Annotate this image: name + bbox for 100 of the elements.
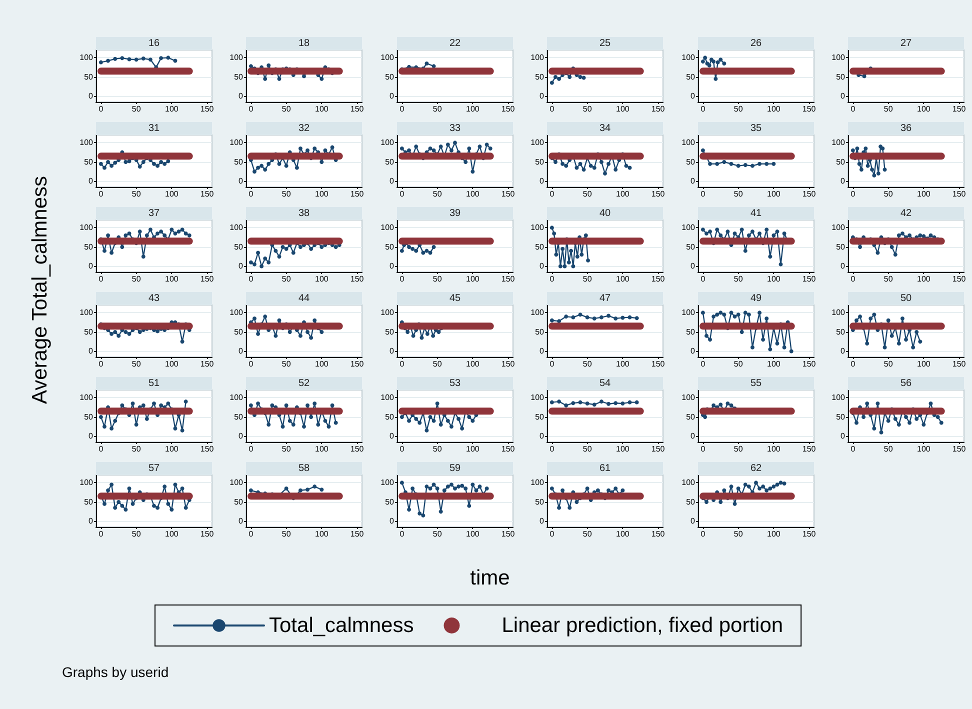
y-tick-label: 0 <box>540 176 545 186</box>
point <box>425 332 430 336</box>
point <box>714 312 719 317</box>
point <box>406 418 411 423</box>
point <box>774 230 779 234</box>
x-tick-label: 150 <box>350 190 365 198</box>
y-tick-label: 0 <box>840 432 846 441</box>
point <box>742 163 747 168</box>
point <box>768 347 772 352</box>
point <box>736 164 740 168</box>
point <box>411 334 416 338</box>
x-tick-label: 100 <box>165 274 179 284</box>
point <box>159 403 164 408</box>
x-tick-label: 0 <box>98 104 104 114</box>
point <box>554 74 558 79</box>
x-tick-label: 50 <box>733 360 743 368</box>
point <box>606 314 611 318</box>
point <box>746 484 751 489</box>
x-tick-label: 100 <box>766 530 780 538</box>
point <box>463 160 468 164</box>
point <box>110 482 114 487</box>
point <box>324 418 328 423</box>
x-tick-label: 150 <box>501 104 516 114</box>
point <box>260 164 264 168</box>
point <box>764 316 768 320</box>
chart-title: 59 <box>449 463 461 474</box>
point <box>886 418 890 423</box>
point <box>864 146 868 150</box>
point <box>127 332 132 336</box>
y-tick-label: 50 <box>535 412 545 422</box>
point <box>728 162 733 166</box>
point <box>470 418 474 423</box>
point <box>446 484 450 489</box>
y-tick-label: 0 <box>389 346 394 356</box>
point <box>893 252 898 257</box>
point <box>102 424 106 429</box>
point <box>466 146 471 150</box>
point <box>879 430 884 434</box>
point <box>173 426 178 431</box>
point <box>120 244 124 249</box>
y-tick-label: 100 <box>681 478 696 488</box>
point <box>249 260 254 264</box>
x-tick-label: 150 <box>350 274 365 284</box>
point <box>562 264 567 268</box>
x-tick-label: 50 <box>432 530 442 538</box>
point <box>428 250 432 255</box>
legend-label: Total_calmness <box>269 614 414 637</box>
point <box>436 330 441 334</box>
point <box>252 316 257 320</box>
point <box>911 345 916 350</box>
point <box>603 172 608 176</box>
y-tick-label: 0 <box>88 176 94 186</box>
point <box>732 314 736 319</box>
y-tick-label: 50 <box>686 72 696 82</box>
point <box>263 76 268 81</box>
point <box>771 162 776 166</box>
point <box>173 58 178 63</box>
y-tick-label: 50 <box>84 497 94 506</box>
point <box>580 252 584 257</box>
point <box>550 486 554 490</box>
x-tick-label: 100 <box>917 274 931 284</box>
point <box>774 342 779 346</box>
point <box>406 148 411 152</box>
point <box>141 56 146 60</box>
x-tick-label: 50 <box>432 360 442 368</box>
point <box>334 244 338 249</box>
chart-title: 36 <box>900 123 912 134</box>
point <box>400 248 404 253</box>
y-tick-label: 100 <box>80 478 94 488</box>
point <box>156 164 160 168</box>
x-tick-label: 150 <box>952 274 966 284</box>
y-tick-label: 0 <box>690 176 696 186</box>
x-tick-label: 0 <box>850 444 856 454</box>
x-tick-label: 100 <box>165 104 179 114</box>
point <box>904 414 908 419</box>
chart-title: 47 <box>600 293 612 304</box>
point <box>162 162 167 166</box>
point <box>774 482 779 487</box>
y-tick-label: 100 <box>530 308 545 318</box>
x-tick-label: 50 <box>583 104 592 114</box>
point <box>854 420 858 425</box>
point <box>298 244 303 249</box>
point <box>728 403 733 408</box>
y-tick-label: 100 <box>380 138 394 148</box>
x-tick-label: 100 <box>766 360 780 368</box>
point <box>560 246 565 251</box>
point <box>578 312 582 317</box>
point <box>166 401 170 406</box>
point <box>722 61 726 66</box>
x-tick-label: 150 <box>652 274 666 284</box>
point <box>302 424 306 429</box>
x-tick-label: 100 <box>165 190 179 198</box>
y-tick-label: 0 <box>88 516 94 526</box>
point <box>768 486 772 490</box>
y-tick-label: 100 <box>230 393 244 402</box>
point <box>173 482 178 487</box>
chart-title: 53 <box>449 378 461 389</box>
y-tick-label: 50 <box>384 327 394 336</box>
point <box>886 318 890 322</box>
x-tick-label: 0 <box>249 530 254 538</box>
